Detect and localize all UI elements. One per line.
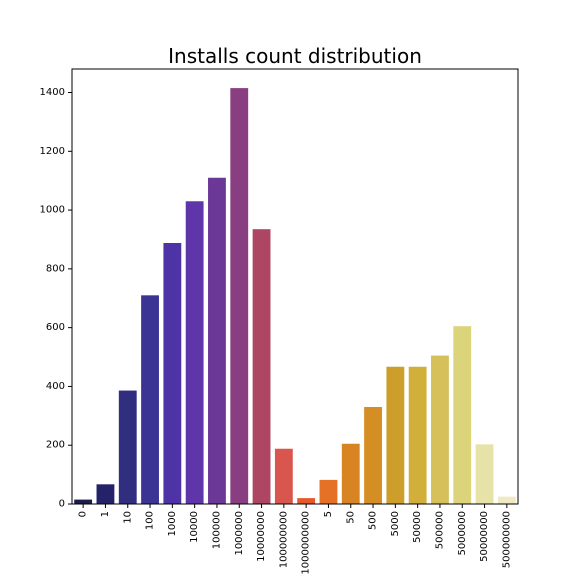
x-tick-label: 5000 <box>390 511 401 536</box>
x-tick-label: 1 <box>100 511 111 517</box>
bar-10000 <box>185 201 204 504</box>
bar-500000 <box>431 355 449 504</box>
x-tick-label: 1000000 <box>234 511 245 556</box>
bar-1000000000 <box>297 498 316 504</box>
x-tick-label: 1000 <box>167 511 178 536</box>
x-tick-label: 50000 <box>412 511 423 543</box>
x-tick-label: 10000 <box>189 511 200 543</box>
x-tick-label: 5 <box>323 511 334 517</box>
y-tick-label: 0 <box>59 499 65 510</box>
bar-100000000 <box>274 448 293 504</box>
bar-500000000 <box>497 496 516 504</box>
y-tick-label: 200 <box>46 440 65 451</box>
bars <box>74 88 516 504</box>
x-tick-label: 5000000 <box>457 511 468 556</box>
y-tick-label: 400 <box>46 381 65 392</box>
bar-5000 <box>386 366 405 504</box>
bar-5000000 <box>453 326 472 504</box>
bar-10 <box>118 390 137 504</box>
x-tick-label: 500 <box>368 511 379 530</box>
bar-5 <box>319 479 338 504</box>
x-tick-label: 500000 <box>434 511 445 549</box>
bar-1000 <box>163 243 182 504</box>
bar-1000000 <box>230 88 249 504</box>
x-tick-label: 50000000 <box>479 511 490 562</box>
y-tick-label: 1000 <box>40 205 65 216</box>
x-tick-label: 10000000 <box>256 511 267 562</box>
x-tick-label: 1000000000 <box>301 511 312 575</box>
chart-title: Installs count distribution <box>168 44 422 68</box>
bar-500 <box>364 407 382 504</box>
x-tick-label: 10 <box>122 511 133 524</box>
bar-1 <box>96 484 115 504</box>
x-tick-label: 100000 <box>211 511 222 549</box>
bar-50000 <box>408 366 427 504</box>
y-tick-label: 600 <box>46 322 65 333</box>
y-tick-label: 800 <box>46 263 65 274</box>
y-axis: 0 200 400 600 800 1000 1200 1400 <box>40 87 72 510</box>
plot-frame <box>71 68 519 505</box>
x-axis: 0 1 10 100 1000 10000 100000 1000000 10000000 100… <box>78 504 512 575</box>
bar-0 <box>74 499 93 504</box>
x-tick-label: 50 <box>345 511 356 524</box>
bar-50000000 <box>475 444 494 504</box>
bar-50 <box>341 443 360 504</box>
x-tick-label: 100000000 <box>278 511 289 568</box>
bar-100 <box>141 295 159 504</box>
bar-100000 <box>208 177 226 504</box>
x-tick-label: 500000000 <box>501 511 512 568</box>
x-tick-label: 0 <box>78 511 89 517</box>
y-tick-label: 1200 <box>40 146 65 157</box>
y-tick-label: 1400 <box>40 87 65 98</box>
bar-10000000 <box>252 229 271 504</box>
x-tick-label: 100 <box>145 511 156 530</box>
